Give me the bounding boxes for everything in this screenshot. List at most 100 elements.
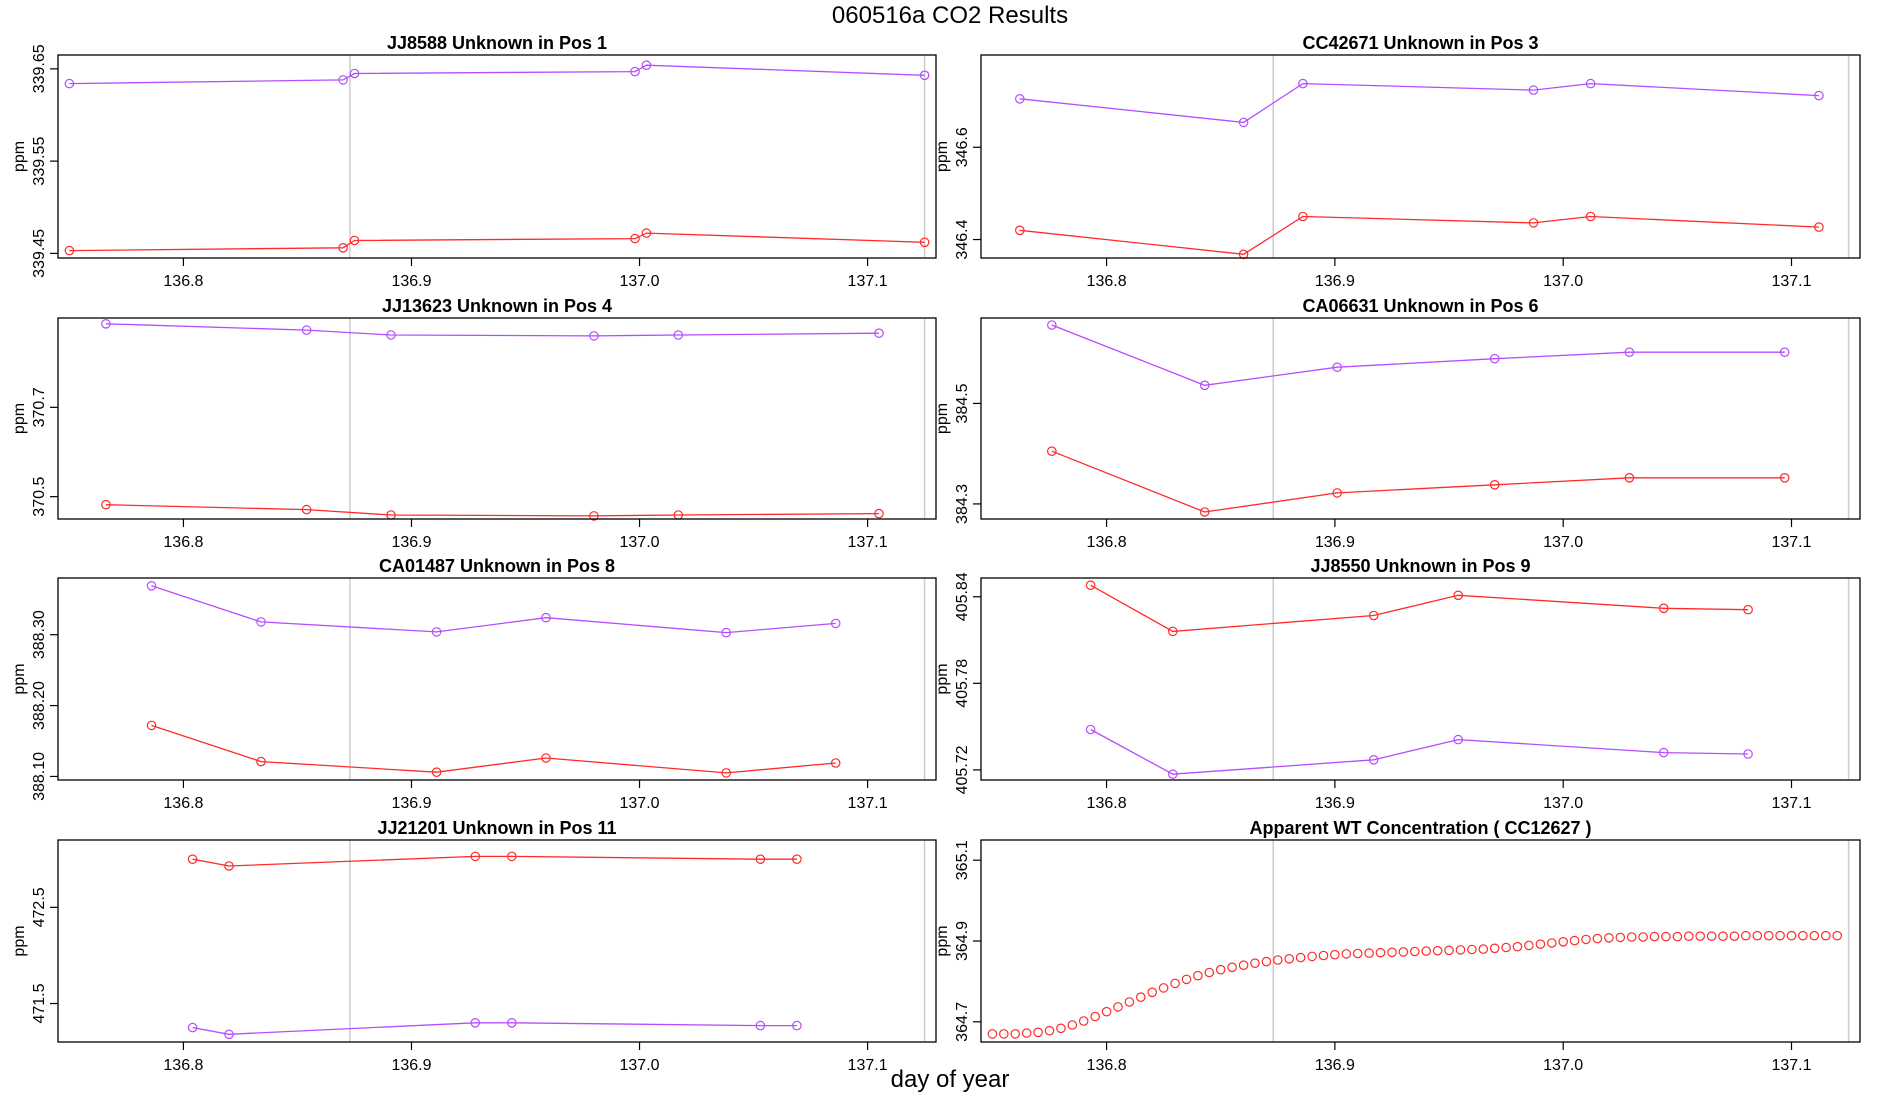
data-point bbox=[1090, 1011, 1100, 1022]
data-point bbox=[1821, 930, 1831, 941]
data-point bbox=[1421, 946, 1431, 956]
data-point bbox=[1085, 724, 1096, 735]
y-tick-label: 388.30 bbox=[31, 610, 48, 659]
data-point bbox=[1368, 754, 1379, 765]
data-point bbox=[1585, 78, 1596, 89]
y-tick-label: 472.5 bbox=[31, 887, 48, 927]
data-point bbox=[1743, 604, 1753, 615]
data-point bbox=[998, 1029, 1009, 1039]
data-point bbox=[541, 612, 551, 623]
data-point bbox=[1124, 997, 1135, 1007]
x-axis-title: day of year bbox=[890, 1066, 1010, 1093]
x-tick-label: 137.1 bbox=[848, 534, 888, 551]
data-point bbox=[1467, 944, 1477, 955]
y-tick-label: 384.3 bbox=[954, 484, 971, 524]
data-point bbox=[1649, 931, 1660, 942]
data-point bbox=[792, 1020, 802, 1031]
data-point bbox=[1352, 948, 1363, 959]
data-point bbox=[1261, 956, 1272, 967]
data-point bbox=[349, 235, 360, 246]
data-point bbox=[1330, 949, 1340, 960]
y-tick-label: 365.1 bbox=[954, 840, 971, 880]
data-point bbox=[1624, 347, 1635, 357]
y-tick-label: 339.45 bbox=[31, 229, 48, 278]
data-point bbox=[1398, 947, 1409, 957]
panel-title: CA01487 Unknown in Pos 8 bbox=[379, 556, 615, 576]
data-point bbox=[1706, 931, 1717, 941]
data-point bbox=[589, 511, 599, 521]
x-tick-label: 136.9 bbox=[1315, 795, 1355, 812]
x-tick-label: 137.1 bbox=[848, 273, 888, 290]
data-point bbox=[721, 768, 731, 778]
x-tick-label: 137.1 bbox=[1771, 534, 1811, 551]
panel-title: JJ8550 Unknown in Pos 9 bbox=[1310, 556, 1530, 576]
data-point bbox=[1604, 932, 1614, 943]
y-axis-label: ppm bbox=[11, 925, 28, 956]
data-point bbox=[1786, 930, 1797, 941]
x-tick-label: 136.9 bbox=[1315, 534, 1355, 551]
plot-frame bbox=[57, 54, 937, 259]
data-point bbox=[431, 627, 442, 637]
series-line-lower bbox=[69, 232, 925, 252]
data-point bbox=[1204, 967, 1215, 978]
y-tick-label: 346.4 bbox=[954, 219, 971, 259]
y-tick-label: 405.72 bbox=[954, 745, 971, 794]
x-tick-label: 137.1 bbox=[848, 1057, 888, 1074]
x-tick-label: 136.9 bbox=[391, 273, 431, 290]
x-tick-label: 136.9 bbox=[391, 1057, 431, 1074]
data-point bbox=[1569, 935, 1580, 946]
data-point bbox=[431, 767, 442, 777]
x-tick-label: 136.9 bbox=[1315, 273, 1355, 290]
panel-5: 136.8 136.9 137.0 137.1 388.10 388.20 388.30pp… bbox=[11, 556, 937, 812]
data-point bbox=[1528, 85, 1539, 95]
data-point bbox=[1432, 945, 1443, 956]
y-axis-label: ppm bbox=[11, 663, 28, 694]
data-point bbox=[1743, 749, 1753, 759]
data-point bbox=[1672, 931, 1683, 942]
data-point bbox=[1318, 950, 1329, 961]
data-point bbox=[301, 504, 312, 515]
data-point bbox=[1147, 987, 1157, 998]
data-point bbox=[1585, 211, 1596, 222]
plot-frame bbox=[980, 54, 1861, 259]
data-point bbox=[1368, 610, 1379, 621]
x-tick-label: 136.8 bbox=[1087, 795, 1127, 812]
panel-title: CC42671 Unknown in Pos 3 bbox=[1302, 33, 1538, 53]
data-point bbox=[1227, 962, 1237, 973]
data-point bbox=[256, 756, 266, 767]
series-line-upper bbox=[151, 585, 836, 634]
data-point bbox=[1528, 218, 1539, 228]
plot-frame bbox=[57, 577, 937, 781]
data-point bbox=[630, 66, 640, 77]
data-point bbox=[470, 851, 481, 862]
data-point bbox=[1067, 1020, 1078, 1030]
data-point bbox=[1101, 1006, 1112, 1017]
data-point bbox=[1684, 931, 1694, 941]
y-tick-label: 346.6 bbox=[954, 127, 971, 167]
data-point bbox=[1695, 931, 1705, 941]
data-point bbox=[1047, 320, 1057, 330]
panel-title: JJ21201 Unknown in Pos 11 bbox=[377, 818, 616, 838]
y-axis-label: ppm bbox=[934, 141, 951, 172]
data-point bbox=[1489, 353, 1500, 364]
y-tick-label: 471.5 bbox=[31, 983, 48, 1023]
x-tick-label: 136.8 bbox=[163, 1057, 203, 1074]
data-point bbox=[919, 237, 930, 248]
data-point bbox=[1168, 626, 1178, 637]
data-point bbox=[1273, 955, 1283, 965]
series-line-lower bbox=[151, 724, 836, 774]
data-point bbox=[1410, 946, 1420, 957]
x-tick-label: 136.9 bbox=[391, 534, 431, 551]
x-tick-label: 137.0 bbox=[1543, 273, 1583, 290]
data-point bbox=[1558, 936, 1568, 947]
data-point bbox=[1453, 590, 1463, 601]
data-point bbox=[830, 618, 841, 629]
data-point bbox=[1387, 947, 1397, 958]
data-point bbox=[1215, 964, 1226, 975]
series-line-upper bbox=[1090, 584, 1749, 633]
data-point bbox=[792, 854, 802, 864]
data-point bbox=[1021, 1028, 1032, 1038]
data-point bbox=[874, 328, 884, 338]
data-point bbox=[1779, 472, 1790, 483]
